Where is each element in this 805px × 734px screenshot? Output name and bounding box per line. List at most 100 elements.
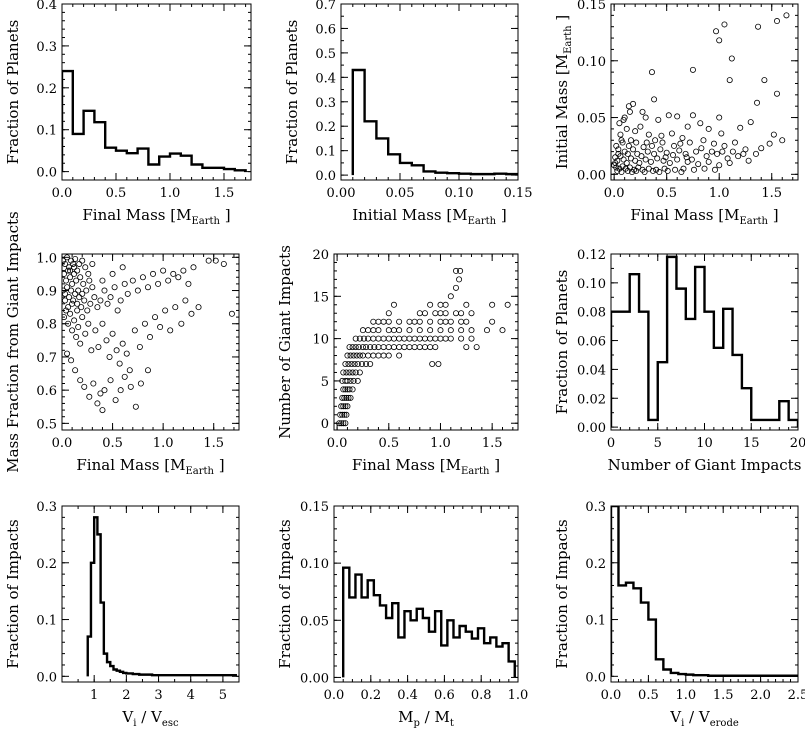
scatter-point [755, 23, 762, 30]
scatter-point [693, 148, 700, 155]
x-axis-title-sub: i [681, 718, 684, 729]
y-axis-title: Fraction of Impacts [4, 519, 22, 668]
scatter-point [380, 335, 387, 342]
scatter-point [447, 327, 454, 334]
scatter-point [72, 367, 79, 374]
x-tick-label: 2.0 [750, 688, 771, 703]
scatter-point [141, 320, 148, 327]
x-axis-title-main: V [669, 708, 682, 726]
scatter-point [659, 139, 666, 146]
scatter-point [645, 131, 652, 138]
y-tick-label: 0.4 [36, 0, 57, 13]
scatter-point [342, 386, 349, 393]
x-tick-label: 0.5 [378, 436, 399, 451]
x-tick-label: 0.10 [445, 186, 474, 201]
scatter-point [648, 142, 655, 149]
scatter-point [396, 318, 403, 325]
scatter-point [684, 123, 691, 130]
scatter-point [662, 154, 669, 161]
y-tick-label: 10 [312, 333, 329, 348]
scatter-point [416, 335, 423, 342]
scatter-point [669, 152, 676, 159]
scatter-point [344, 377, 351, 384]
chart-p2: 0.00 0.05 0.10 0.15 0.0 0.1 0.2 0.3 0.4 0.5 0.6 0.7… [283, 0, 532, 227]
scatter-point [401, 344, 408, 351]
scatter-point [630, 146, 637, 153]
x-axis-title: Final Mass [MEarth ] [82, 206, 230, 227]
scatter-point [165, 277, 172, 284]
scatter-point [406, 318, 413, 325]
scatter-point [712, 166, 719, 173]
y-tick-label: 0.6 [36, 384, 57, 399]
scatter-point [70, 260, 77, 267]
x-tick-label: 0.05 [386, 186, 415, 201]
y-axis-title-main: Number of Giant Impacts [276, 245, 294, 439]
x-tick-label: 0.0 [52, 186, 73, 201]
scatter-point [119, 340, 126, 347]
scatter-point [62, 270, 68, 277]
scatter-point [338, 403, 345, 410]
scatter-point [458, 318, 465, 325]
scatter-point [664, 167, 671, 174]
y-axis-title-main: Initial Mass [M [553, 54, 571, 169]
scatter-point [339, 411, 346, 418]
scatter-point [162, 307, 169, 314]
scatter-point [175, 274, 182, 281]
scatter-point [347, 352, 354, 359]
scatter-point [79, 257, 86, 264]
scatter-point [396, 335, 403, 342]
scatter-point [89, 284, 96, 291]
scatter-point [71, 270, 78, 277]
scatter-point [99, 320, 106, 327]
scatter-point [228, 310, 235, 317]
plot-area-p1 [62, 69, 247, 172]
y-tick-label: 0.2 [36, 82, 57, 97]
scatter-point [463, 301, 470, 308]
x-tick-label: 5 [219, 688, 227, 703]
y-axis-title-main: Mass Fraction from Giant Impacts [4, 211, 22, 472]
scatter-point [62, 314, 68, 321]
scatter-point [626, 108, 633, 115]
y-tick-label: 0.2 [585, 557, 606, 572]
scatter-point [359, 352, 366, 359]
scatter-point [146, 334, 153, 341]
scatter-point [779, 137, 786, 144]
scatter-point [119, 264, 126, 271]
scatter-point [64, 284, 71, 291]
y-axis-title: Fraction of Planets [4, 20, 22, 165]
scatter-point [761, 77, 768, 84]
scatter-point [167, 327, 174, 334]
scatter-point [644, 148, 651, 155]
scatter-point [390, 327, 397, 334]
y-tick-label: 0.0 [585, 670, 606, 685]
scatter-point [80, 280, 87, 287]
scatter-point [205, 257, 212, 264]
x-axis-title-tail: / M [420, 708, 450, 726]
scatter-point [683, 154, 690, 161]
x-tick-label: 0.5 [102, 436, 123, 451]
scatter-point [647, 158, 654, 165]
scatter-point [421, 310, 428, 317]
plot-area-p9 [611, 506, 798, 677]
scatter-point [121, 280, 128, 287]
y-tick-label: 0.10 [577, 55, 606, 70]
scatter-point [180, 267, 187, 274]
scatter-point [99, 407, 106, 414]
scatter-point [639, 108, 646, 115]
scatter-point [679, 134, 686, 141]
scatter-point [737, 124, 744, 131]
scatter-point [416, 344, 423, 351]
scatter-point [113, 347, 120, 354]
scatter-point [73, 277, 80, 284]
x-tick-label: 0.0 [601, 688, 622, 703]
scatter-point [701, 165, 708, 172]
scatter-point [69, 300, 76, 307]
y-axis-title: Fraction of Impacts [276, 519, 294, 668]
plot-area-p4 [62, 254, 235, 414]
y-tick-label: 0.15 [577, 0, 606, 13]
scatter-point [697, 120, 704, 127]
scatter-point [343, 369, 350, 376]
scatter-point [127, 383, 134, 390]
scatter-point [88, 347, 95, 354]
scatter-point [650, 167, 657, 174]
